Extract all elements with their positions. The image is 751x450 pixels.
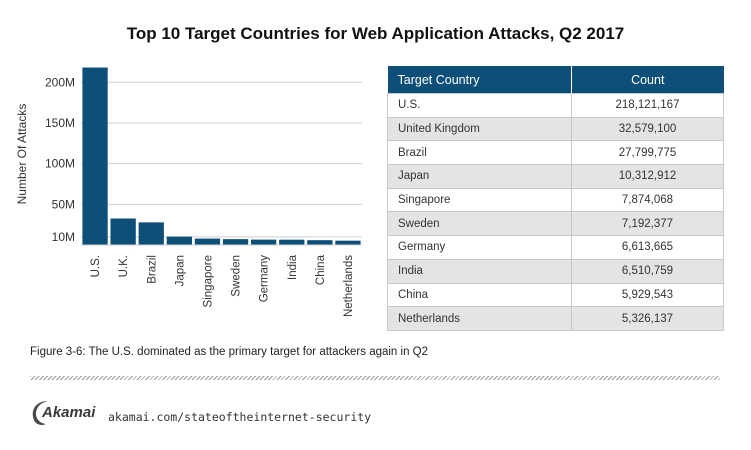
akamai-logo-text: Akamai (42, 404, 96, 421)
table-row: Netherlands 5,326,137 (387, 306, 725, 331)
table-cell-count: 7,874,068 (570, 187, 725, 213)
y-tick-label: 150M (45, 116, 75, 130)
table-row: India 6,510,759 (387, 258, 725, 284)
table-row: Brazil 27,799,775 (387, 140, 725, 166)
bar (138, 222, 164, 245)
table-cell-count: 32,579,100 (570, 116, 725, 142)
akamai-logo: Akamai (28, 398, 98, 428)
table-cell-country: U.S. (387, 93, 572, 118)
x-tick-label: Sweden (231, 255, 243, 297)
table-header-row: Target Country Count (387, 66, 724, 94)
header-target-country: Target Country (387, 66, 572, 94)
table-cell-count: 6,510,759 (570, 258, 725, 284)
bar (194, 238, 221, 245)
footer-url: akamai.com/stateoftheinternet-security (108, 410, 372, 424)
table-row: U.S. 218,121,167 (387, 93, 725, 118)
table-cell-country: India (387, 258, 572, 284)
akamai-swoosh-icon (32, 401, 48, 425)
y-tick-label: 50M (52, 197, 75, 211)
x-tick-label: China (315, 254, 327, 285)
data-table: Target Country Count U.S. 218,121,167 Unit… (387, 66, 725, 331)
table-cell-count: 10,312,912 (570, 164, 725, 189)
table-cell-country: Brazil (387, 140, 572, 166)
table-cell-count: 6,613,665 (570, 235, 725, 260)
bar (166, 236, 192, 245)
bar-chart: 10M 50M 100M 150M 200M U.S. U.K. Brazil Japan Sin… (45, 67, 362, 317)
y-tick-label: 100M (45, 157, 75, 171)
x-tick-label: Singapore (202, 255, 214, 307)
bar (307, 240, 333, 245)
table-cell-country: Singapore (387, 187, 572, 213)
bar (335, 240, 361, 245)
table-cell-country: Sweden (387, 211, 572, 237)
figure-caption: Figure 3-6: The U.S. dominated as the pr… (30, 346, 429, 358)
y-tick-label: 200M (45, 75, 75, 89)
x-tick-label: Germany (259, 255, 271, 303)
x-tick-label: Netherlands (343, 255, 355, 317)
y-axis-label: Number Of Attacks (15, 103, 29, 205)
x-tick-label: U.K. (118, 255, 130, 277)
table-cell-country: China (387, 282, 572, 308)
y-tick-label: 10M (52, 230, 75, 244)
table-cell-count: 5,326,137 (570, 306, 725, 331)
table-cell-country: United Kingdom (387, 116, 572, 142)
table-row: United Kingdom 32,579,100 (387, 116, 725, 142)
table-cell-count: 7,192,377 (570, 211, 725, 237)
hatched-divider (30, 376, 720, 380)
chart-title: Top 10 Target Countries for Web Applicat… (126, 24, 625, 43)
bar (251, 239, 277, 245)
x-tick-label: Japan (174, 255, 186, 286)
table-cell-count: 218,121,167 (570, 93, 725, 118)
table-row: Germany 6,613,665 (387, 235, 725, 260)
table-row: Singapore 7,874,068 (387, 187, 725, 213)
table-cell-country: Netherlands (387, 306, 572, 331)
x-tick-label: U.S. (90, 255, 102, 277)
table-row: Sweden 7,192,377 (387, 211, 725, 237)
x-tick-label: Brazil (146, 255, 158, 284)
bar (279, 239, 305, 245)
bar (82, 67, 108, 245)
table-cell-country: Germany (387, 235, 572, 260)
table-row: China 5,929,543 (387, 282, 725, 308)
table-cell-count: 5,929,543 (570, 282, 725, 308)
bar (110, 218, 136, 245)
table-body: U.S. 218,121,167 United Kingdom 32,579,100 B… (387, 93, 725, 331)
table-cell-count: 27,799,775 (570, 140, 725, 166)
table-cell-country: Japan (387, 164, 572, 189)
header-count: Count (571, 66, 724, 94)
table-row: Japan 10,312,912 (387, 164, 725, 189)
bar (222, 239, 249, 245)
x-tick-label: India (287, 254, 299, 280)
